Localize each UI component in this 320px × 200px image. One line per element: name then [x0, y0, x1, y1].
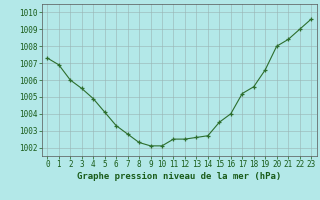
X-axis label: Graphe pression niveau de la mer (hPa): Graphe pression niveau de la mer (hPa)	[77, 172, 281, 181]
